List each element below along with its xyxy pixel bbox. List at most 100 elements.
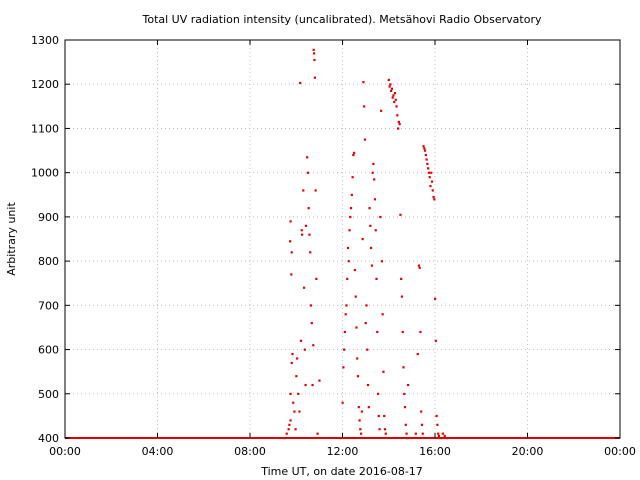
data-point bbox=[423, 147, 426, 150]
data-point bbox=[391, 96, 394, 99]
data-point bbox=[420, 423, 424, 426]
data-point bbox=[379, 215, 382, 219]
data-point bbox=[363, 105, 366, 108]
data-point bbox=[314, 189, 317, 192]
data-point bbox=[403, 406, 407, 409]
data-point bbox=[312, 52, 316, 55]
data-point bbox=[372, 162, 375, 166]
data-point bbox=[390, 89, 393, 93]
data-point bbox=[341, 401, 344, 404]
data-point bbox=[434, 297, 437, 300]
data-point bbox=[287, 428, 290, 431]
data-point bbox=[398, 123, 401, 126]
y-tick-label: 1000 bbox=[31, 167, 59, 180]
data-point bbox=[299, 81, 302, 85]
data-point bbox=[381, 313, 384, 316]
data-point bbox=[304, 224, 308, 227]
data-point bbox=[434, 339, 437, 342]
data-point bbox=[344, 313, 347, 316]
data-point bbox=[383, 428, 387, 431]
data-point bbox=[376, 392, 380, 395]
data-point bbox=[395, 105, 398, 108]
data-point bbox=[292, 401, 295, 404]
data-point bbox=[400, 295, 404, 298]
data-point bbox=[353, 268, 357, 272]
data-point bbox=[383, 414, 386, 418]
data-point bbox=[367, 406, 370, 409]
data-point bbox=[289, 240, 292, 243]
data-point bbox=[370, 264, 373, 267]
data-point bbox=[318, 379, 321, 382]
data-point bbox=[309, 251, 312, 254]
data-point bbox=[388, 85, 391, 88]
data-point bbox=[346, 277, 349, 280]
data-point bbox=[378, 428, 381, 431]
data-point bbox=[377, 414, 380, 418]
data-point bbox=[387, 78, 390, 81]
data-point bbox=[348, 229, 351, 232]
data-point bbox=[371, 171, 374, 174]
data-point bbox=[403, 392, 406, 395]
data-point bbox=[370, 246, 373, 250]
data-point bbox=[373, 198, 377, 201]
data-point bbox=[345, 304, 348, 307]
data-point bbox=[301, 233, 304, 236]
y-tick-label: 700 bbox=[38, 299, 59, 312]
x-tick-label: 00:00 bbox=[604, 445, 636, 458]
data-point bbox=[302, 286, 306, 289]
data-point bbox=[366, 383, 370, 387]
y-tick-label: 800 bbox=[38, 255, 59, 268]
data-point bbox=[427, 167, 430, 170]
data-point bbox=[289, 419, 292, 422]
data-point bbox=[313, 76, 316, 79]
data-point bbox=[418, 266, 421, 269]
data-point bbox=[421, 432, 424, 435]
y-tick-label: 1100 bbox=[31, 122, 59, 135]
data-point bbox=[343, 348, 346, 351]
x-tick-label: 16:00 bbox=[419, 445, 451, 458]
data-point bbox=[437, 432, 440, 435]
data-point bbox=[432, 195, 435, 199]
data-point bbox=[349, 207, 353, 210]
data-point bbox=[311, 383, 314, 387]
data-point bbox=[407, 383, 410, 387]
chart-title: Total UV radiation intensity (uncalibrat… bbox=[142, 13, 542, 26]
data-point bbox=[313, 58, 316, 62]
grid-lines bbox=[65, 40, 620, 438]
data-point bbox=[435, 414, 438, 418]
data-point bbox=[350, 193, 353, 196]
x-tick-label: 12:00 bbox=[327, 445, 359, 458]
data-point bbox=[382, 370, 385, 373]
data-point bbox=[374, 229, 377, 232]
data-point bbox=[294, 428, 297, 431]
data-point bbox=[405, 432, 408, 435]
data-point bbox=[351, 176, 354, 179]
data-point bbox=[291, 352, 294, 356]
data-point bbox=[308, 233, 311, 236]
data-point bbox=[289, 392, 292, 395]
data-point bbox=[429, 184, 432, 188]
data-point bbox=[401, 330, 404, 334]
data-point bbox=[290, 273, 293, 276]
data-point bbox=[396, 114, 399, 117]
data-point bbox=[300, 229, 303, 232]
data-point bbox=[290, 361, 293, 365]
data-point bbox=[316, 432, 319, 435]
data-point bbox=[445, 437, 448, 440]
data-point bbox=[360, 432, 363, 435]
data-point bbox=[290, 251, 293, 254]
data-point bbox=[295, 375, 298, 378]
data-point bbox=[339, 437, 342, 440]
data-point bbox=[416, 352, 419, 356]
data-point bbox=[360, 410, 363, 413]
data-point bbox=[349, 215, 352, 219]
data-point bbox=[369, 224, 372, 227]
data-point bbox=[417, 264, 421, 267]
data-point bbox=[436, 423, 439, 426]
data-point bbox=[299, 339, 303, 342]
data-point bbox=[289, 220, 292, 223]
x-axis-ticks: 00:00 04:00 08:00 12:00 16:00 20:00 00:00 bbox=[49, 40, 636, 458]
data-point bbox=[303, 348, 306, 351]
data-point bbox=[376, 330, 379, 334]
data-point bbox=[347, 260, 350, 263]
